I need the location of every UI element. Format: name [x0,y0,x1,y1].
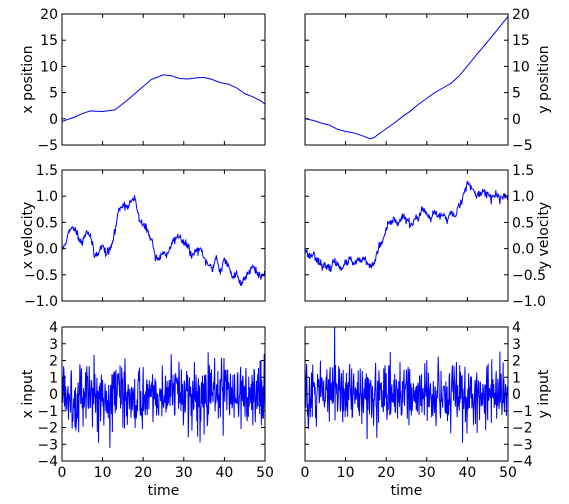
x-velocity-chart: −1.0 −0.5 0.0 0.5 1.0 1.5 x velocity [20,163,266,310]
y-input-series-line [305,327,508,443]
x-position-ytick-label: 20 [40,7,58,23]
y-position-ytick-label: 10 [512,59,530,75]
y-velocity-ytick-label: 1.0 [512,189,534,205]
y-position-axes-frame [304,13,509,146]
x-position-axes-frame [61,13,266,146]
y-input-xlabel: time [391,483,423,499]
x-velocity-ytick-label: 1.0 [36,189,58,205]
x-velocity-series-line [62,195,265,286]
y-input-ytick-label: −3 [512,437,533,453]
y-position-ytick-label: 0 [512,112,521,128]
x-position-series-line [62,74,265,122]
x-position-ytick-label: 10 [40,59,58,75]
x-input-ytick-label: −4 [37,454,58,470]
y-input-ytick-label: −1 [512,404,533,420]
y-input-ytick-label: 1 [512,370,521,386]
x-input-ytick-label: −1 [37,404,58,420]
x-velocity-ytick-label: 0.0 [36,242,58,258]
y-velocity-ytick-label: −1.0 [512,294,546,310]
x-input-ytick-label: 3 [49,337,58,353]
y-velocity-ytick-label: 0.0 [512,242,534,258]
x-input-xtick-label: 0 [58,465,67,481]
x-input-xtick-label: 20 [134,465,152,481]
y-position-ytick-label: 5 [512,86,521,102]
y-input-ytick-label: 4 [512,320,521,336]
y-velocity-ytick-label: −0.5 [512,268,546,284]
x-input-xtick-label: 30 [175,465,193,481]
y-velocity-ytick-label: 0.5 [512,215,534,231]
y-input-xtick-label: 40 [458,465,476,481]
x-input-xtick-label: 10 [94,465,112,481]
y-input-ytick-label: 3 [512,337,521,353]
y-position-chart: −5 0 5 10 15 20 y position [304,7,552,154]
y-input-ytick-label: −2 [512,421,533,437]
y-input-ylabel: y input [536,369,552,418]
x-input-ylabel: x input [20,369,36,418]
x-input-ytick-label: 4 [49,320,58,336]
x-input-ytick-label: −2 [37,421,58,437]
x-input-xtick-label: 50 [256,465,274,481]
y-input-ytick-label: −4 [512,454,533,470]
x-position-ytick-label: 5 [49,86,58,102]
x-velocity-ytick-label: −1.0 [24,294,58,310]
x-velocity-ytick-label: 0.5 [36,215,58,231]
x-position-ytick-label: 0 [49,112,58,128]
x-input-ytick-label: 1 [49,370,58,386]
y-position-series-line [305,16,508,140]
y-input-xtick-label: 50 [499,465,517,481]
y-velocity-chart: −1.0 −0.5 0.0 0.5 1.0 1.5 y velocity [304,163,552,310]
x-input-ytick-label: 0 [49,387,58,403]
y-input-ytick-label: 2 [512,354,521,370]
y-velocity-ytick-label: 1.5 [512,163,534,179]
y-input-xtick-label: 0 [301,465,310,481]
x-position-ytick-label: 15 [40,33,58,49]
y-input-xtick-label: 10 [337,465,355,481]
x-velocity-ytick-label: 1.5 [36,163,58,179]
x-position-chart: −5 0 5 10 15 20 x position [20,7,266,154]
y-position-ytick-label: −5 [512,138,533,154]
x-input-ytick-label: 2 [49,354,58,370]
y-velocity-ylabel: y velocity [536,202,552,269]
y-position-ytick-label: 15 [512,33,530,49]
y-position-ylabel: y position [536,45,552,113]
x-velocity-ytick-label: −0.5 [24,268,58,284]
x-velocity-ylabel: x velocity [20,202,36,269]
x-input-xlabel: time [148,483,180,499]
x-input-ytick-label: −3 [37,437,58,453]
y-velocity-axes-frame [304,169,509,302]
y-input-xtick-label: 30 [418,465,436,481]
y-position-ytick-label: 20 [512,7,530,23]
x-input-xtick-label: 40 [215,465,233,481]
x-position-ytick-label: −5 [37,138,58,154]
x-position-ylabel: x position [20,45,36,113]
x-input-series-line [62,352,265,449]
x-velocity-axes-frame [61,169,266,302]
y-velocity-series-line [305,180,508,273]
y-input-ytick-label: 0 [512,387,521,403]
y-input-xtick-label: 20 [377,465,395,481]
